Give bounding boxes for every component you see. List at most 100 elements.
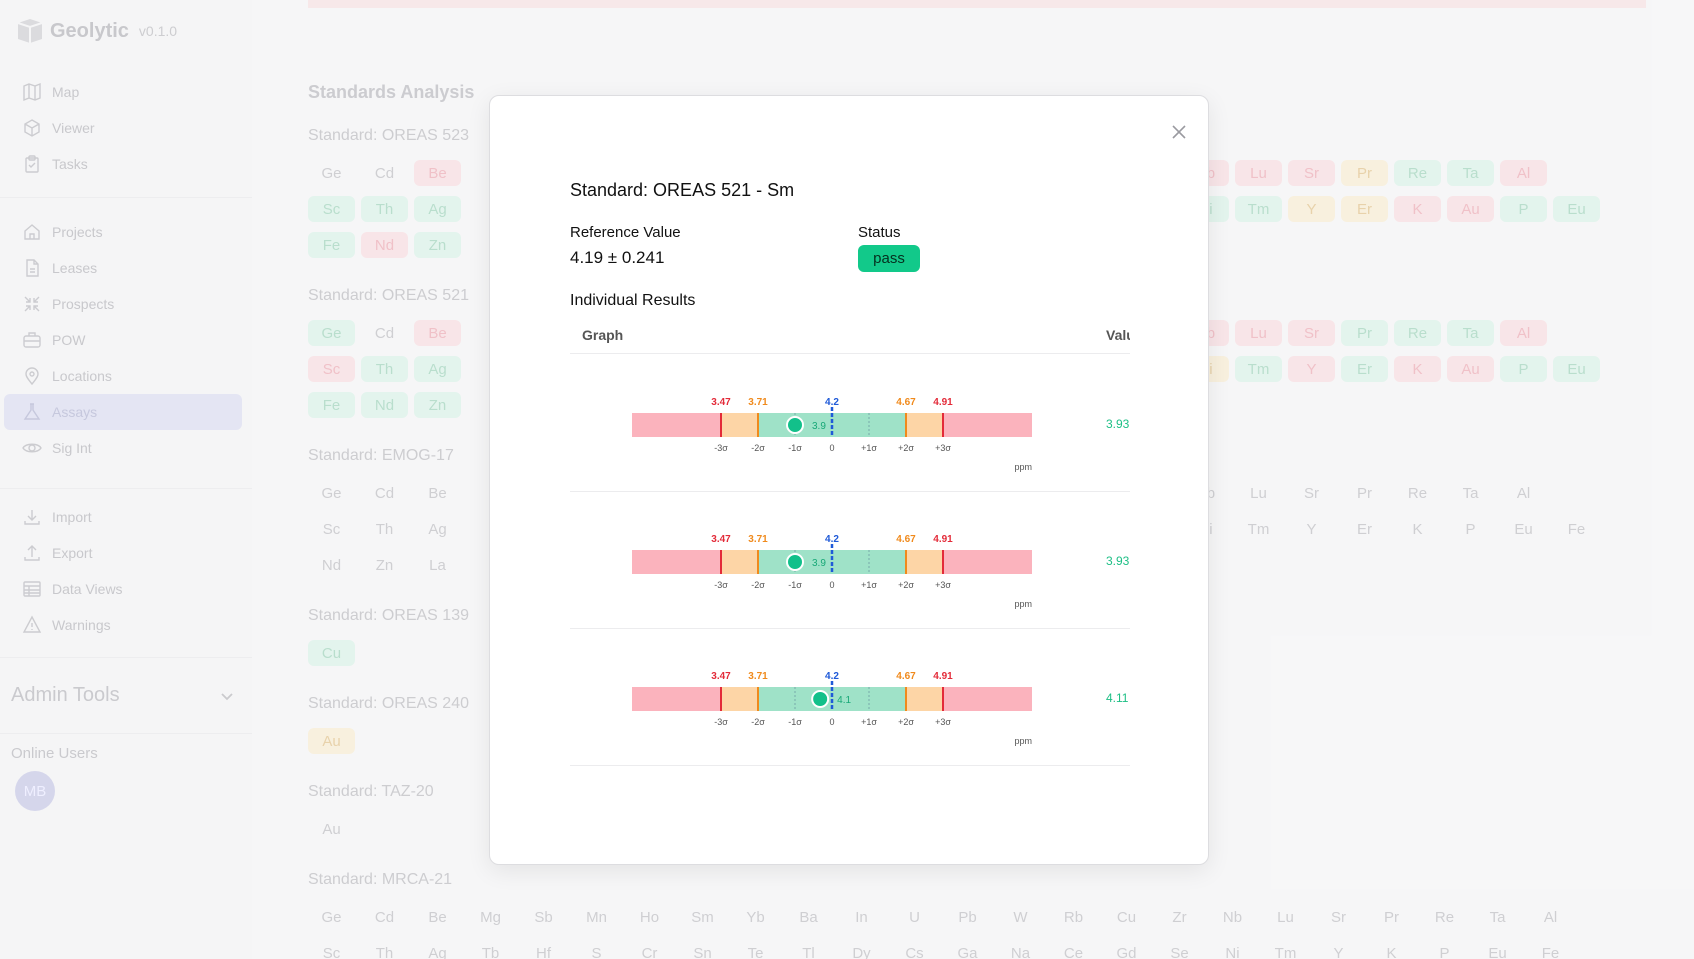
element-chip[interactable]: Er — [1341, 196, 1388, 222]
sidebar-item-viewer[interactable]: Viewer — [4, 110, 242, 146]
element-chip[interactable]: Yb — [746, 908, 765, 926]
element-chip[interactable]: Ta — [1489, 908, 1506, 926]
element-chip[interactable]: Ag — [428, 520, 447, 538]
sidebar-item-prospects[interactable]: Prospects — [4, 286, 242, 322]
brand[interactable]: Geolytic v0.1.0 — [16, 16, 177, 46]
element-chip[interactable]: Nb — [1222, 908, 1243, 926]
element-chip[interactable]: Cs — [905, 944, 924, 959]
element-chip[interactable]: Th — [361, 356, 408, 382]
element-chip[interactable]: Mn — [586, 908, 607, 926]
element-chip[interactable]: Re — [1434, 908, 1455, 926]
element-chip[interactable]: Ta — [1462, 484, 1479, 502]
sidebar-item-data-views[interactable]: Data Views — [4, 571, 242, 607]
element-chip[interactable]: Th — [375, 520, 394, 538]
sidebar-item-leases[interactable]: Leases — [4, 250, 242, 286]
element-chip[interactable]: Hf — [536, 944, 551, 959]
element-chip[interactable]: Ni — [1225, 944, 1240, 959]
element-chip[interactable]: K — [1394, 356, 1441, 382]
element-chip[interactable]: Nd — [361, 232, 408, 258]
element-chip[interactable]: Al — [1516, 484, 1531, 502]
element-chip[interactable]: Fe — [308, 232, 355, 258]
element-chip[interactable]: Be — [428, 484, 447, 502]
sidebar-item-assays[interactable]: Assays — [4, 394, 242, 430]
element-chip[interactable]: Lu — [1235, 160, 1282, 186]
element-chip[interactable]: Fe — [1541, 944, 1560, 959]
element-chip[interactable]: Eu — [1514, 520, 1533, 538]
element-chip[interactable]: Nd — [321, 556, 342, 574]
element-chip[interactable]: Ho — [639, 908, 660, 926]
element-chip[interactable]: Re — [1394, 160, 1441, 186]
element-chip[interactable]: Zr — [1172, 908, 1187, 926]
element-chip[interactable]: Cd — [374, 164, 395, 182]
element-chip[interactable]: Y — [1306, 520, 1317, 538]
element-chip[interactable]: Cd — [374, 324, 395, 342]
element-chip[interactable]: Gd — [1116, 944, 1137, 959]
element-chip[interactable]: Lu — [1250, 484, 1267, 502]
element-chip[interactable]: La — [429, 556, 446, 574]
element-chip[interactable]: Pr — [1341, 320, 1388, 346]
element-chip[interactable]: Fe — [308, 392, 355, 418]
element-chip[interactable]: Pr — [1357, 484, 1372, 502]
element-chip[interactable]: Nd — [361, 392, 408, 418]
element-chip[interactable]: K — [1412, 520, 1423, 538]
element-chip[interactable]: Re — [1407, 484, 1428, 502]
element-chip[interactable]: Tm — [1247, 520, 1270, 538]
element-chip[interactable]: Lu — [1235, 320, 1282, 346]
sidebar-item-projects[interactable]: Projects — [4, 214, 242, 250]
element-chip[interactable]: Y — [1288, 196, 1335, 222]
element-chip[interactable]: Ag — [414, 356, 461, 382]
element-chip[interactable]: Au — [1447, 196, 1494, 222]
element-chip[interactable]: Au — [1447, 356, 1494, 382]
element-chip[interactable]: Pr — [1341, 160, 1388, 186]
element-chip[interactable]: Sb — [534, 908, 553, 926]
element-chip[interactable]: Tl — [802, 944, 815, 959]
element-chip[interactable]: Ge — [321, 484, 342, 502]
element-chip[interactable]: Sm — [691, 908, 714, 926]
element-chip[interactable]: Tb — [481, 944, 500, 959]
element-chip[interactable]: Pb — [958, 908, 977, 926]
element-chip[interactable]: Na — [1010, 944, 1031, 959]
element-chip[interactable]: Se — [1170, 944, 1189, 959]
element-chip[interactable]: P — [1465, 520, 1476, 538]
element-chip[interactable]: Sc — [308, 196, 355, 222]
element-chip[interactable]: In — [855, 908, 868, 926]
element-chip[interactable]: Sc — [322, 944, 341, 959]
element-chip[interactable]: Th — [375, 944, 394, 959]
element-chip[interactable]: Be — [414, 160, 461, 186]
element-chip[interactable]: Al — [1543, 908, 1558, 926]
element-chip[interactable]: Cd — [374, 908, 395, 926]
element-chip[interactable]: Ge — [321, 908, 342, 926]
element-chip[interactable]: Ge — [321, 164, 342, 182]
element-chip[interactable]: Er — [1341, 356, 1388, 382]
element-chip[interactable]: Cu — [1116, 908, 1137, 926]
element-chip[interactable]: Eu — [1553, 356, 1600, 382]
sidebar-item-warnings[interactable]: Warnings — [4, 607, 242, 643]
element-chip[interactable]: Sr — [1331, 908, 1346, 926]
sidebar-item-map[interactable]: Map — [4, 74, 242, 110]
element-chip[interactable]: Re — [1394, 320, 1441, 346]
element-chip[interactable]: Y — [1333, 944, 1344, 959]
element-chip[interactable]: Er — [1357, 520, 1372, 538]
element-chip[interactable]: Tm — [1235, 356, 1282, 382]
element-chip[interactable]: Lu — [1277, 908, 1294, 926]
element-chip[interactable]: Al — [1500, 160, 1547, 186]
element-chip[interactable]: Sc — [322, 520, 341, 538]
sidebar-item-pow[interactable]: POW — [4, 322, 242, 358]
element-chip[interactable]: Pr — [1384, 908, 1399, 926]
element-chip[interactable]: Ag — [414, 196, 461, 222]
element-chip[interactable]: Cu — [308, 640, 355, 666]
element-chip[interactable]: Ta — [1447, 320, 1494, 346]
element-chip[interactable]: Eu — [1553, 196, 1600, 222]
element-chip[interactable]: Ge — [308, 320, 355, 346]
element-chip[interactable]: Al — [1500, 320, 1547, 346]
element-chip[interactable]: Sr — [1288, 320, 1335, 346]
element-chip[interactable]: Zn — [375, 556, 394, 574]
element-chip[interactable]: Y — [1288, 356, 1335, 382]
element-chip[interactable]: Ba — [799, 908, 818, 926]
element-chip[interactable]: Rb — [1063, 908, 1084, 926]
element-chip[interactable]: Sr — [1288, 160, 1335, 186]
element-chip[interactable]: S — [591, 944, 602, 959]
sidebar-item-export[interactable]: Export — [4, 535, 242, 571]
element-chip[interactable]: K — [1386, 944, 1397, 959]
sidebar-item-sig-int[interactable]: Sig Int — [4, 430, 242, 466]
